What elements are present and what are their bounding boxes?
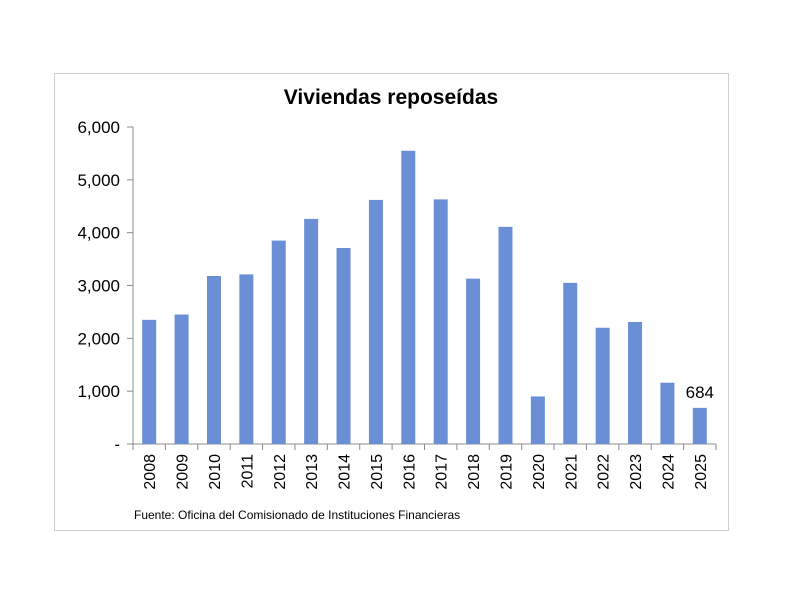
y-tick-label: 6,000 xyxy=(77,118,120,137)
x-tick-label: 2010 xyxy=(207,454,224,490)
bar-2022 xyxy=(595,327,610,444)
x-tick-label: 2018 xyxy=(466,454,483,490)
y-tick-label: 1,000 xyxy=(77,382,120,401)
x-tick-label: 2024 xyxy=(660,454,677,490)
bar-2013 xyxy=(304,218,319,444)
y-tick-label: 2,000 xyxy=(77,329,120,348)
x-tick-label: 2013 xyxy=(304,454,321,490)
bar-2023 xyxy=(628,321,643,444)
x-tick-label: 2019 xyxy=(498,454,515,490)
x-tick-label: 2017 xyxy=(434,454,451,490)
bar-2021 xyxy=(563,282,578,444)
x-tick-label: 2021 xyxy=(563,454,580,490)
y-tick-label: 5,000 xyxy=(77,171,120,190)
bar-2025 xyxy=(692,407,707,444)
x-tick-label: 2008 xyxy=(142,454,159,490)
x-tick-label: 2022 xyxy=(596,454,613,490)
chart-title: Viviendas reposeídas xyxy=(284,86,498,109)
bar-2016 xyxy=(401,150,416,444)
bar-2011 xyxy=(239,274,254,444)
x-tick-label: 2012 xyxy=(272,454,289,490)
bar-2008 xyxy=(142,319,157,444)
y-axis-ticks: - 1,000 2,000 3,000 4,000 5,000 6,000 xyxy=(77,118,133,454)
bar-2014 xyxy=(336,247,351,444)
x-tick-label: 2014 xyxy=(337,454,354,490)
x-tick-label: 2011 xyxy=(239,454,256,489)
bar-2020 xyxy=(530,396,545,444)
data-labels: 684 xyxy=(686,383,714,402)
y-tick-label: 4,000 xyxy=(77,224,120,243)
bar-2012 xyxy=(271,240,286,444)
bar-2018 xyxy=(466,278,481,444)
bar-2024 xyxy=(660,382,675,444)
x-tick-label: 2009 xyxy=(175,454,192,490)
bar-2015 xyxy=(368,199,383,444)
bars xyxy=(142,150,707,444)
data-label-2025: 684 xyxy=(686,383,714,402)
bar-2010 xyxy=(206,275,221,444)
bar-2017 xyxy=(433,199,448,444)
x-axis-ticks: 2008 2009 2010 2011 2012 2013 2014 2015 2016 2017… xyxy=(132,444,717,490)
y-tick-label: - xyxy=(114,435,120,454)
x-tick-label: 2020 xyxy=(531,454,548,490)
x-tick-label: 2023 xyxy=(628,454,645,490)
x-tick-label: 2015 xyxy=(369,454,386,490)
bar-2019 xyxy=(498,226,513,444)
y-tick-label: 3,000 xyxy=(77,277,120,296)
source-note: Fuente: Oficina del Comisionado de Insti… xyxy=(134,508,460,522)
chart-frame xyxy=(54,73,729,531)
x-tick-label: 2025 xyxy=(693,454,710,490)
x-tick-label: 2016 xyxy=(401,454,418,490)
bar-2009 xyxy=(174,314,189,444)
